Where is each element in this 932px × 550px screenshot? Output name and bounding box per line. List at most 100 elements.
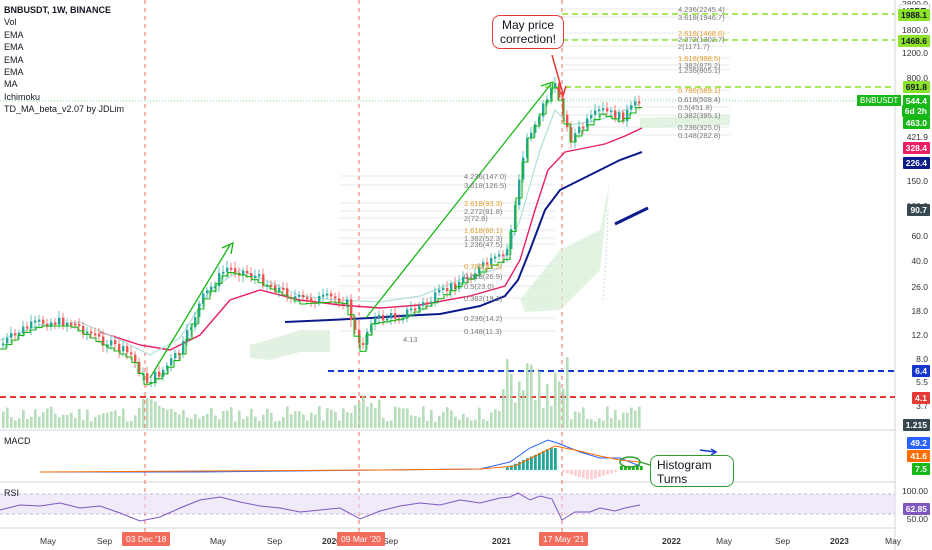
legend-ema-4[interactable]: EMA xyxy=(4,67,24,78)
candle-body xyxy=(594,110,597,115)
candle-body xyxy=(82,325,85,334)
volume-bar xyxy=(346,412,349,428)
volume-bar xyxy=(218,419,221,428)
volume-bar xyxy=(378,399,381,428)
candle-body xyxy=(90,331,93,334)
volume-bar xyxy=(370,403,373,428)
volume-bar xyxy=(62,414,65,428)
volume-bar xyxy=(466,417,469,428)
candle-body xyxy=(246,270,249,274)
candle-body xyxy=(402,317,405,320)
legend-td-ma[interactable]: TD_MA_beta_v2.07 by JDLim xyxy=(4,104,125,115)
candle-body xyxy=(626,109,629,122)
legend-ema-3[interactable]: EMA xyxy=(4,54,24,65)
volume-bar xyxy=(630,407,633,428)
time-axis-tick: Sep xyxy=(775,536,791,546)
candle-body xyxy=(446,287,449,292)
price-box: 226.4 xyxy=(902,157,930,169)
candle-body xyxy=(570,127,573,143)
volume-bar xyxy=(546,383,549,428)
candle-body xyxy=(482,262,485,267)
volume-bar xyxy=(518,381,521,428)
volume-bar xyxy=(506,359,509,428)
candle-body xyxy=(298,294,301,297)
volume-bar xyxy=(534,400,537,428)
legend-ema-1[interactable]: EMA xyxy=(4,29,24,40)
fib-level-label: 0.5(23.0) xyxy=(464,282,495,291)
price-box: 1.215 xyxy=(902,419,930,431)
macd-label[interactable]: MACD xyxy=(4,436,31,446)
price-box: 691.8 xyxy=(902,81,930,93)
legend-ichimoku[interactable]: Ichimoku xyxy=(4,91,41,102)
fib-level-label: 2.618(93.3) xyxy=(464,199,503,208)
price-box: 6d 2h xyxy=(901,105,930,117)
candle-body xyxy=(602,108,605,111)
volume-bar xyxy=(46,408,49,428)
legend-ema-2[interactable]: EMA xyxy=(4,42,24,53)
candle-body xyxy=(382,314,385,321)
candle-body xyxy=(494,256,497,259)
volume-bar xyxy=(270,412,273,428)
legend-ma[interactable]: MA xyxy=(4,79,18,90)
fib-level-label: 1.618(988.5) xyxy=(678,54,721,63)
candle-body xyxy=(262,274,265,286)
volume-bar xyxy=(406,408,409,428)
volume-bar xyxy=(570,419,573,428)
volume-bar xyxy=(274,421,277,428)
volume-bar xyxy=(598,418,601,428)
volume-bar xyxy=(586,418,589,428)
candle-body xyxy=(274,285,277,292)
volume-bar xyxy=(594,421,597,428)
candle-body xyxy=(514,205,517,230)
candle-body xyxy=(390,313,393,319)
volume-bar xyxy=(566,357,569,428)
candle-body xyxy=(286,288,289,298)
volume-bar xyxy=(26,418,29,428)
candle-body xyxy=(530,132,533,138)
time-axis-tick: Sep xyxy=(97,536,113,546)
rsi-line xyxy=(0,492,641,522)
candle-body xyxy=(590,114,593,119)
volume-bar xyxy=(14,420,17,428)
candle-body xyxy=(346,299,349,305)
symbol-title[interactable]: BNBUSDT, 1W, BINANCE xyxy=(4,5,112,15)
volume-bar xyxy=(390,420,393,428)
price-axis-tick: 8.0 xyxy=(916,354,928,364)
candle-body xyxy=(622,112,625,122)
volume-bar xyxy=(194,413,197,428)
volume-bar xyxy=(126,421,129,428)
fib-level-label: 2.618(1468.6) xyxy=(678,29,725,38)
fib-level-label: 0.148(282.8) xyxy=(678,131,721,140)
volume-bar xyxy=(106,412,109,428)
candle-body xyxy=(374,317,377,325)
candle-body xyxy=(634,101,637,106)
volume-bar xyxy=(258,420,261,428)
candle-body xyxy=(14,333,17,336)
candle-body xyxy=(618,112,621,120)
ichimoku-cloud-3 xyxy=(640,115,730,128)
price-candles xyxy=(0,77,642,388)
fib-level-label: 2.272(1302.7) xyxy=(678,35,725,44)
trend-arrows xyxy=(149,81,554,379)
volume-bar xyxy=(522,390,525,428)
macd-hist-bar xyxy=(620,466,623,470)
rsi-label[interactable]: RSI xyxy=(4,488,20,498)
candle-body xyxy=(498,254,501,257)
fib-level-label: 1.382(52.3) xyxy=(464,234,503,243)
volume-bar xyxy=(206,413,209,428)
candle-body xyxy=(234,268,237,273)
callout-arrow xyxy=(551,54,564,95)
fib-upper-lines xyxy=(562,8,730,136)
volume-bar xyxy=(254,416,257,428)
volume-bar xyxy=(350,412,353,428)
legend-vol[interactable]: Vol xyxy=(4,17,17,28)
volume-bar xyxy=(502,389,505,428)
projection-ghost xyxy=(602,209,609,301)
macd-hist-bar xyxy=(602,470,605,476)
fib-level-label: 0.236(325.0) xyxy=(678,123,721,132)
candle-body xyxy=(258,274,261,277)
fib-level-label: 4.236(147.0) xyxy=(464,172,507,181)
volume-bar xyxy=(230,407,233,428)
candle-body xyxy=(178,352,181,355)
